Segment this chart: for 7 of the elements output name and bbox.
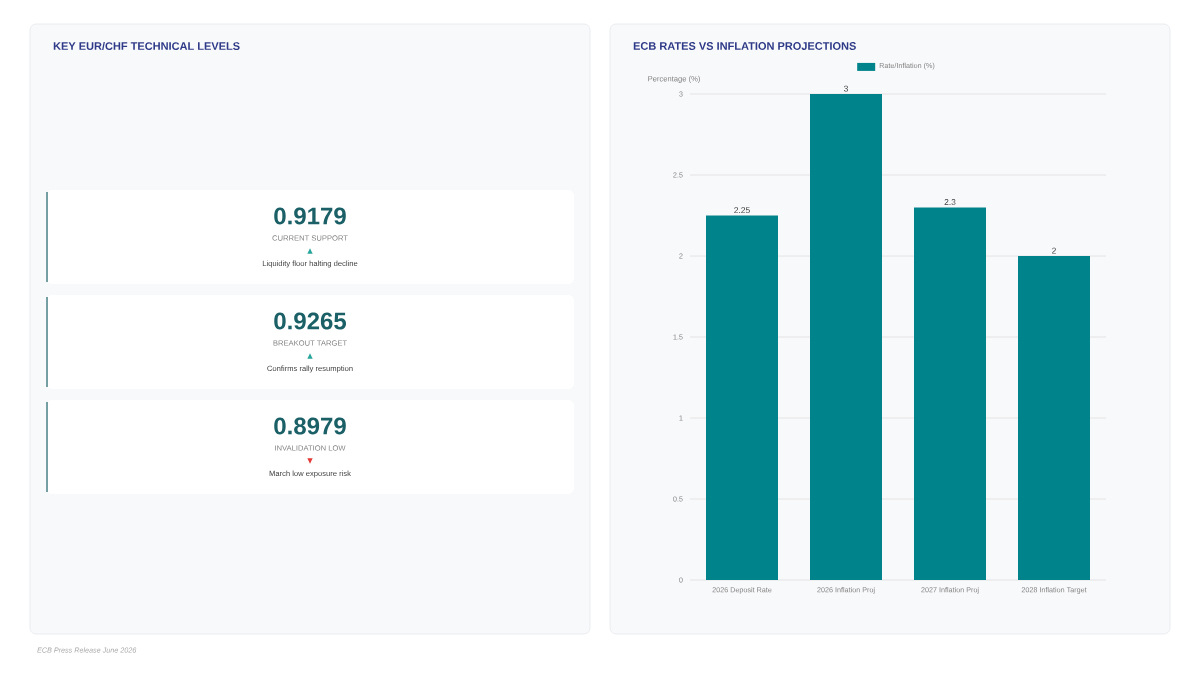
bar — [706, 215, 779, 580]
text: 0.9265 — [274, 312, 347, 330]
text: 0.9179 — [274, 207, 346, 225]
bar — [810, 94, 882, 580]
text: 0.8979 — [274, 417, 346, 435]
bar — [1018, 256, 1090, 580]
bar — [914, 207, 986, 580]
